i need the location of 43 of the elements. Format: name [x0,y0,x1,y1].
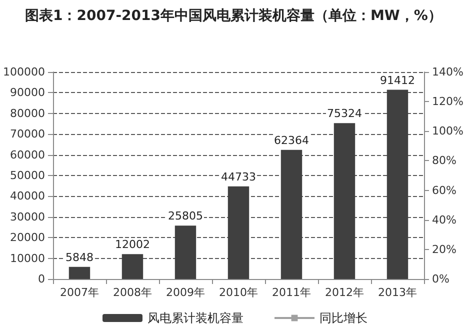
legend-label: 同比增长 [320,311,368,325]
y-tick-label: 0 [38,272,45,286]
y2-tick-label: 140% [432,66,464,78]
data-label: 5848 [65,250,94,264]
y2-tick-label: 0% [432,272,450,286]
x-tick-label: 2009年 [166,286,205,299]
bar [228,186,250,279]
y2-tick-label: 40% [432,213,456,226]
data-label: 25805 [168,210,203,223]
y-tick-label: 70000 [10,128,45,141]
data-label: 62364 [274,134,309,147]
bar [122,254,144,279]
chart-title: 图表1：2007-2013年中国风电累计装机容量（单位：MW，%） [25,7,442,24]
data-label: 91412 [380,74,415,87]
bar [280,150,302,279]
bar [174,226,196,279]
y2-tick-label: 120% [432,95,464,108]
data-label: 44733 [220,170,256,184]
y-tick-label: 90000 [10,86,45,100]
y-tick-label: 80000 [10,106,45,120]
x-tick-label: 2010年 [218,286,258,299]
x-tick-label: 2007年 [60,286,99,299]
y2-tick-label: 20% [432,242,456,256]
y-tick-label: 40000 [10,190,45,203]
y-tick-label: 30000 [10,210,45,224]
y2-tick-label: 80% [432,154,456,168]
y-tick-label: 60000 [10,148,45,162]
y-tick-label: 20000 [10,231,45,244]
bar [386,90,408,279]
y-tick-label: 50000 [10,169,45,182]
x-tick-label: 2012年 [325,286,364,299]
data-label: 75324 [327,107,362,120]
x-tick-label: 2013年 [378,286,417,299]
data-label: 12002 [114,238,150,252]
y2-tick-label: 60% [432,184,456,197]
y2-tick-label: 100% [432,124,464,138]
y-tick-label: 100000 [2,66,45,78]
bar [334,123,356,279]
legend-label: 风电累计装机容量 [148,311,244,325]
y-tick-label: 10000 [10,252,45,265]
x-tick-label: 2011年 [272,286,311,299]
x-tick-label: 2008年 [112,286,152,299]
bar [68,266,90,279]
